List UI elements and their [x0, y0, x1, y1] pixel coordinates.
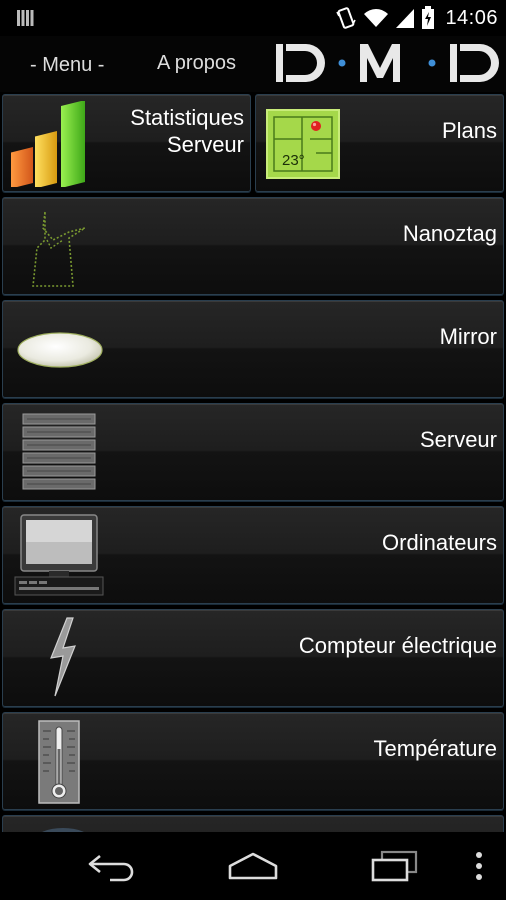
bar-chart-icon: [11, 101, 85, 187]
tile-label: Mirror: [439, 324, 497, 349]
plan-temperature: 23°: [282, 152, 305, 169]
app-header: - Menu - A propos: [0, 36, 506, 92]
server-rack-icon: [22, 413, 96, 490]
tile-partial[interactable]: [2, 815, 504, 832]
dashboard-grid: Statistiques Serveur 23° Plans Nanoztag: [0, 92, 506, 832]
tile-label: Nanoztag: [402, 221, 497, 246]
overflow-menu-icon[interactable]: [474, 850, 484, 882]
nanoztag-icon: [32, 211, 86, 287]
partial-tile-icon: [42, 828, 84, 832]
tile-label-line2: Serveur: [166, 132, 244, 157]
about-link[interactable]: A propos: [157, 52, 236, 74]
home-icon[interactable]: [226, 850, 280, 882]
signal-icon: [396, 9, 415, 28]
battery-charging-icon: [422, 6, 435, 29]
floor-plan-icon: 23°: [266, 109, 340, 179]
dmd-logo: [276, 44, 499, 82]
tile-label: Température: [373, 736, 497, 761]
recent-apps-icon[interactable]: [370, 850, 420, 882]
tile-label: Plans: [441, 118, 497, 143]
tile-temperature[interactable]: Température: [2, 712, 504, 810]
wifi-icon: [364, 9, 389, 27]
status-clock: 14:06: [445, 6, 498, 29]
status-bar: 14:06: [0, 0, 506, 36]
thermometer-icon: [38, 720, 80, 804]
tile-serveur[interactable]: Serveur: [2, 403, 504, 501]
tile-statistiques-serveur[interactable]: Statistiques Serveur: [2, 94, 251, 192]
mirror-disc-icon: [17, 332, 103, 368]
system-nav-bar: [0, 832, 506, 900]
tile-ordinateurs[interactable]: Ordinateurs: [2, 506, 504, 604]
tile-nanoztag[interactable]: Nanoztag: [2, 197, 504, 295]
back-icon[interactable]: [86, 850, 138, 882]
notification-bars-icon: [17, 10, 34, 26]
tile-label: Compteur électrique: [298, 633, 497, 658]
menu-button[interactable]: - Menu -: [30, 54, 105, 76]
tile-label-line1: Statistiques: [130, 105, 244, 130]
computer-icon: [14, 514, 104, 596]
tile-plans[interactable]: 23° Plans: [255, 94, 504, 192]
tile-label: Ordinateurs: [382, 530, 497, 555]
vibrate-icon: [336, 7, 357, 29]
tile-compteur-electrique[interactable]: Compteur électrique: [2, 609, 504, 707]
tile-label: Serveur: [419, 427, 497, 452]
tile-mirror[interactable]: Mirror: [2, 300, 504, 398]
lightning-icon: [50, 617, 76, 697]
